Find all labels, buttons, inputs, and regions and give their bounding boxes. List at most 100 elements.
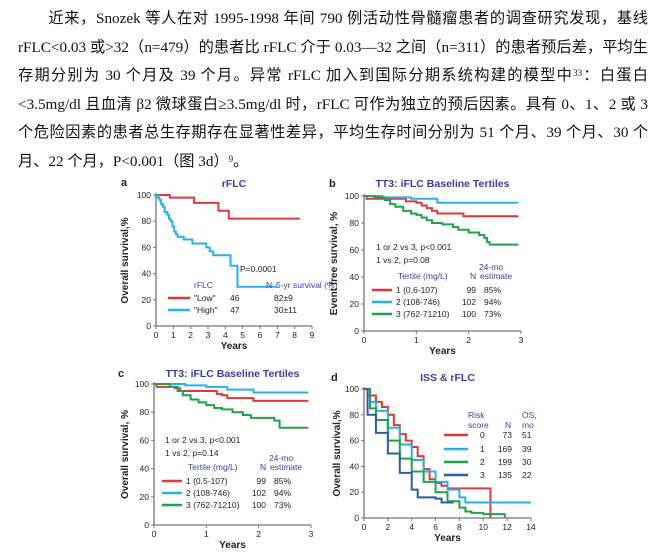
y-tick-label: 80: [350, 410, 360, 420]
legend-label: 1: [480, 444, 485, 454]
citation-ref-33: 33: [573, 68, 583, 79]
x-axis-label: Years: [429, 346, 456, 357]
p-value-annotation: 1 or 2 vs 3, p<0.001: [165, 435, 241, 445]
legend-header: 24-mo: [269, 453, 293, 463]
x-tick-label: 0: [154, 330, 159, 340]
legend-label: 0: [480, 430, 485, 440]
legend-estimate: 30±11: [274, 305, 297, 315]
y-tick-label: 20: [142, 295, 152, 305]
chart-title: TT3: iFLC Baseline Tertiles: [165, 368, 299, 380]
p-value-annotation: 1 vs 2, p=0.08: [376, 255, 430, 265]
legend-header: estimate: [480, 271, 512, 281]
p-value-annotation: 1 vs 2, p=0.14: [165, 448, 219, 458]
y-tick-label: 60: [350, 436, 360, 446]
legend-label: "Low": [194, 293, 216, 303]
chart-title: ISS & rFLC: [420, 372, 475, 384]
chart-title: rFLC: [222, 178, 247, 190]
x-tick-label: 0: [152, 529, 157, 539]
series-line-blue: [364, 388, 454, 504]
y-tick-label: 20: [350, 487, 360, 497]
y-axis-label: Event free survival, %: [329, 212, 340, 315]
x-tick-label: 2: [188, 330, 193, 340]
panel-letter: a: [121, 177, 128, 189]
legend-n: 47: [230, 305, 240, 315]
legend-header: Tertile (mg/L): [398, 271, 448, 281]
legend: rFLC N 5-yr survival (%) "Low" 46 82±9 "High" 4…: [168, 280, 338, 315]
paragraph-end: 。: [233, 152, 249, 170]
x-tick-label: 4: [409, 522, 414, 532]
panel-letter: c: [118, 368, 124, 380]
legend-header: 24-mo: [479, 262, 503, 272]
y-tick-label: 80: [142, 216, 152, 226]
series-line-cyan: [364, 388, 531, 504]
x-tick-label: 14: [526, 522, 536, 532]
legend-n: 46: [230, 293, 240, 303]
y-tick-label: 80: [350, 218, 360, 228]
legend-label: 2 (108-746): [396, 297, 440, 307]
y-tick-label: 0: [144, 520, 149, 530]
body-paragraph: 近来，Snozek 等人在对 1995-1998 年间 790 例活动性骨髓瘤患…: [18, 5, 648, 177]
legend-estimate: 73%: [484, 309, 501, 319]
y-axis-label: Overall survival, %: [120, 410, 131, 499]
legend-n: 102: [252, 488, 266, 498]
legend-n: 102: [462, 297, 476, 307]
legend-estimate: 82±9: [274, 293, 293, 303]
x-axis-label: Years: [434, 533, 461, 544]
x-tick-label: 4: [223, 330, 228, 340]
y-tick-label: 100: [135, 379, 149, 389]
legend-header: mo: [522, 420, 534, 430]
paragraph-text: 近来，Snozek 等人在对 1995-1998 年间 790 例活动性骨髓瘤患…: [18, 5, 648, 177]
x-tick-label: 10: [479, 522, 489, 532]
series-line-red: [364, 388, 492, 518]
legend-n: 73: [503, 430, 513, 440]
y-axis-label: Overall survival,%: [332, 410, 343, 496]
chart-title: TT3: iFLC Baseline Tertiles: [375, 178, 509, 190]
legend-label: 1 (0.5-107): [186, 476, 228, 486]
series-line-cyan: [364, 195, 519, 204]
legend-header: Tertile (mg/L): [188, 462, 238, 472]
x-tick-label: 3: [519, 335, 524, 345]
legend-n: 99: [257, 476, 267, 486]
series-line-red: [156, 194, 300, 220]
legend-label: 3 (762-71210): [186, 500, 240, 510]
legend-n: 199: [498, 457, 512, 467]
legend-label: 3 (762-71210): [396, 309, 450, 319]
legend-estimate: 51: [522, 430, 532, 440]
y-tick-label: 60: [140, 435, 150, 445]
legend-estimate: 30: [522, 457, 532, 467]
chart-panel-b: b TT3: iFLC Baseline Tertiles020406080100…: [329, 178, 524, 357]
y-tick-label: 40: [350, 461, 360, 471]
legend-header: N: [470, 271, 476, 281]
p-value-annotation: 1 or 2 vs 3, p<0.001: [376, 242, 452, 252]
legend-header: N: [266, 280, 272, 290]
legend-label: 3: [480, 470, 485, 480]
x-tick-label: 6: [258, 330, 263, 340]
y-tick-label: 100: [345, 191, 359, 201]
legend-header: N: [260, 462, 266, 472]
series-line-green: [364, 388, 506, 518]
legend-header: estimate: [270, 462, 302, 472]
paragraph-text-part1: 近来，Snozek 等人在对 1995-1998 年间 790 例活动性骨髓瘤患…: [18, 10, 648, 85]
legend-n: 100: [252, 500, 266, 510]
y-tick-label: 100: [137, 190, 151, 200]
y-tick-label: 0: [146, 321, 151, 331]
y-tick-label: 40: [140, 464, 150, 474]
x-tick-label: 8: [457, 522, 462, 532]
legend-n: 135: [498, 470, 512, 480]
paragraph-text-part2: ：白蛋白<3.5mg/dl 且血清 β2 微球蛋白≥3.5mg/dl 时，rFL…: [18, 67, 648, 170]
y-tick-label: 80: [140, 407, 150, 417]
legend-estimate: 85%: [274, 476, 291, 486]
legend-estimate: 94%: [484, 297, 501, 307]
series-line-green: [364, 195, 519, 246]
legend-header: Risk: [468, 410, 485, 420]
x-tick-label: 2: [466, 335, 471, 345]
legend-label: "High": [194, 305, 218, 315]
series-line-green: [154, 383, 309, 429]
x-tick-label: 3: [206, 330, 211, 340]
y-tick-label: 20: [140, 492, 150, 502]
x-tick-label: 0: [362, 522, 367, 532]
legend-n: 169: [498, 444, 512, 454]
series-line-cyan: [156, 194, 278, 288]
x-tick-label: 1: [171, 330, 176, 340]
